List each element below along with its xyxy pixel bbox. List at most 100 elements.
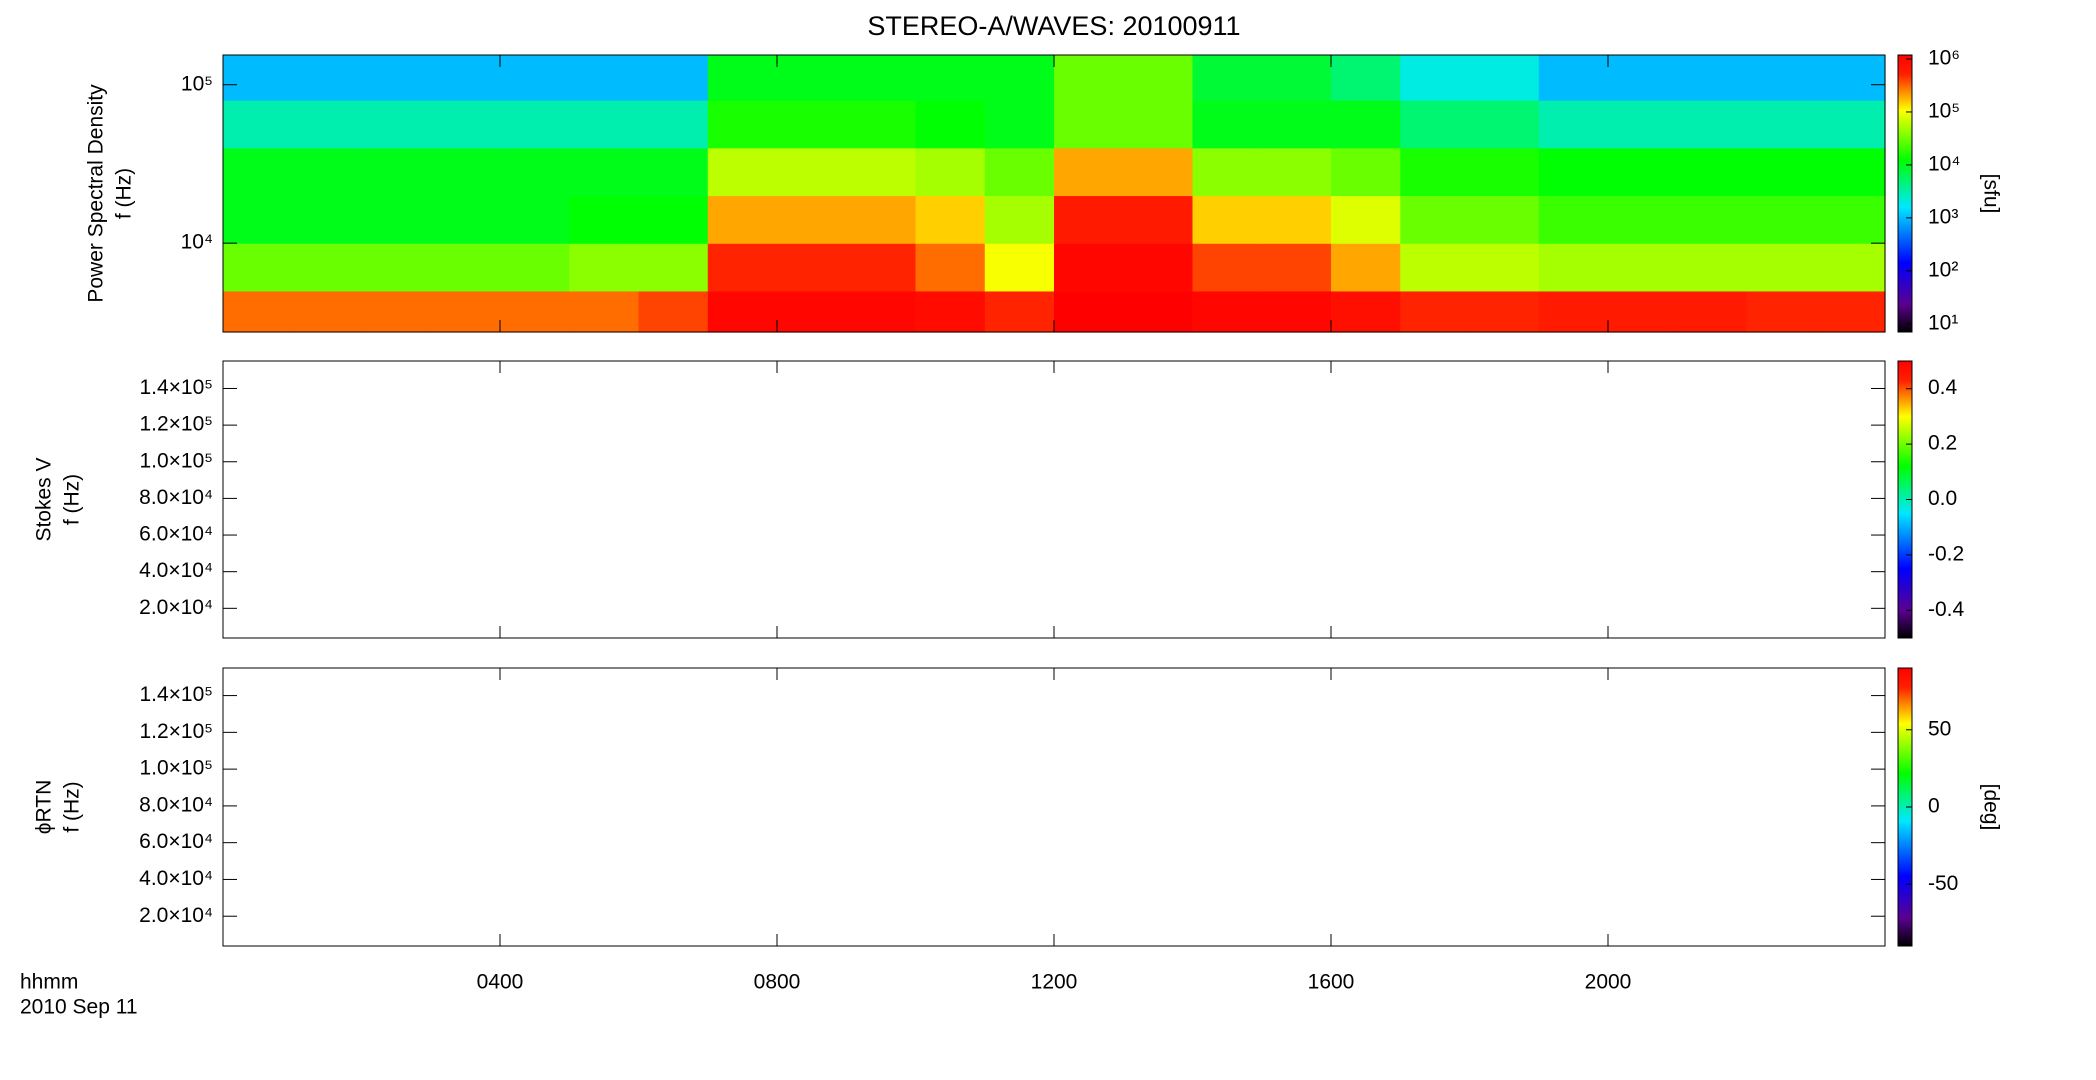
spectrogram-cell (430, 147, 501, 197)
spectrogram-cell (292, 290, 363, 333)
spectrogram-cell (984, 55, 1055, 101)
y-tick-label: 6.0×10⁴ (139, 523, 213, 546)
y-tick-label: 10⁵ (181, 72, 213, 95)
spectrogram-cell (1261, 100, 1332, 149)
spectrogram-cell (1538, 100, 1609, 149)
spectrogram-cell (1469, 100, 1540, 149)
y-tick-label: 1.2×10⁵ (139, 413, 213, 436)
spectrogram-cell (1538, 195, 1609, 244)
spectrogram-cell (1815, 243, 1886, 292)
spectrogram-cell (846, 100, 917, 149)
spectrogram-cell (707, 100, 778, 149)
spectrogram-cell (1746, 243, 1817, 292)
colorbar-tick-label: 10¹ (1928, 311, 1958, 334)
spectrogram-cell (569, 195, 640, 244)
spectrogram-cell (1608, 243, 1678, 292)
spectrogram-cell (1331, 243, 1401, 292)
spectrogram-cell (430, 55, 501, 101)
spectrogram-cell (1192, 100, 1263, 149)
y-axis-label: f (Hz) (61, 474, 84, 525)
colorbar-label: [deg] (1979, 784, 2002, 831)
spectrogram-cell (846, 195, 917, 244)
spectrogram-cell (223, 55, 293, 101)
spectrogram-cell (846, 290, 917, 333)
spectrogram-cell (1123, 243, 1194, 292)
x-tick-label: 0800 (754, 971, 801, 994)
spectrogram-cell (638, 55, 709, 101)
spectrogram-cell (569, 55, 640, 101)
spectrogram-cell (984, 100, 1055, 149)
spectrogram-cell (361, 100, 432, 149)
spectrogram-cell (1677, 147, 1748, 197)
spectrogram-cell (707, 195, 778, 244)
spectrogram-cell (1261, 147, 1332, 197)
spectrogram-cell (500, 100, 570, 149)
spectrogram-cell (500, 290, 570, 333)
spectrogram-cell (777, 243, 847, 292)
spectrogram-cell (1746, 195, 1817, 244)
spectrogram-cell (1331, 147, 1401, 197)
spectrogram-cell (984, 290, 1055, 333)
spectrogram-cell (1538, 147, 1609, 197)
plot-frame (222, 667, 1886, 947)
spectrogram-cell (1192, 290, 1263, 333)
spectrogram-cell (1815, 290, 1886, 333)
spectrogram-cell (1815, 55, 1886, 101)
colorbar-tick-label: 10³ (1928, 205, 1958, 228)
spectrogram-cell (1192, 55, 1263, 101)
y-tick-label: 10⁴ (181, 231, 213, 254)
spectrogram-cell (1538, 55, 1609, 101)
spectrogram-cell (1400, 290, 1471, 333)
y-tick-label: 6.0×10⁴ (139, 830, 213, 853)
spectrogram-cell (915, 55, 986, 101)
spectrogram-cell (1192, 243, 1263, 292)
y-axis-label: f (Hz) (61, 781, 84, 832)
spectrogram-cell (1677, 100, 1748, 149)
spectrogram-cell (1815, 195, 1886, 244)
spectrogram-cell (1608, 100, 1678, 149)
spectrogram-cell (777, 147, 847, 197)
spectrogram-cell (292, 55, 363, 101)
spectrogram-cell (223, 147, 293, 197)
spectrogram-cell (223, 195, 293, 244)
spectrogram-cell (638, 147, 709, 197)
y-tick-label: 1.0×10⁵ (139, 757, 213, 780)
colorbar-tick-label: -50 (1928, 872, 1958, 895)
spectrogram-cell (846, 55, 917, 101)
x-tick-label: 1600 (1308, 971, 1355, 994)
spectrogram-cell (1677, 243, 1748, 292)
colorbar-label: [sfu] (1979, 174, 2002, 214)
y-tick-label: 1.2×10⁵ (139, 720, 213, 743)
spectrogram-cell (707, 290, 778, 333)
chart-title: STEREO-A/WAVES: 20100911 (867, 11, 1240, 41)
spectrogram-cell (361, 243, 432, 292)
spectrogram-cell (1123, 147, 1194, 197)
spectrogram-cell (1331, 290, 1401, 333)
spectrogram-cell (777, 100, 847, 149)
spectrogram-cell (915, 290, 986, 333)
spectrogram-cell (1400, 55, 1471, 101)
spectrogram-cell (1054, 55, 1124, 101)
y-tick-label: 1.4×10⁵ (139, 376, 213, 399)
colorbar-tick-label: 10⁴ (1928, 152, 1960, 175)
spectrogram-cell (707, 147, 778, 197)
spectrogram-cell (1261, 195, 1332, 244)
spectrogram-cell (1469, 243, 1540, 292)
spectrogram-cell (777, 195, 847, 244)
spectrogram-cell (292, 243, 363, 292)
spectrogram-cell (1054, 290, 1124, 333)
spectrogram-cell (707, 243, 778, 292)
spectrogram-cell (1677, 195, 1748, 244)
spectrogram-cell (638, 195, 709, 244)
colorbar-tick-label: 10⁶ (1928, 47, 1960, 70)
colorbar (1897, 54, 1913, 333)
spectrogram-cell (915, 147, 986, 197)
spectrogram-cell (292, 195, 363, 244)
spectrogram-cell (1054, 147, 1124, 197)
spectrogram-cell (223, 100, 293, 149)
spectrogram-cell (915, 195, 986, 244)
spectrogram-cell (1815, 147, 1886, 197)
x-tick-label: 0400 (477, 971, 524, 994)
spectrogram-cell (1400, 243, 1471, 292)
